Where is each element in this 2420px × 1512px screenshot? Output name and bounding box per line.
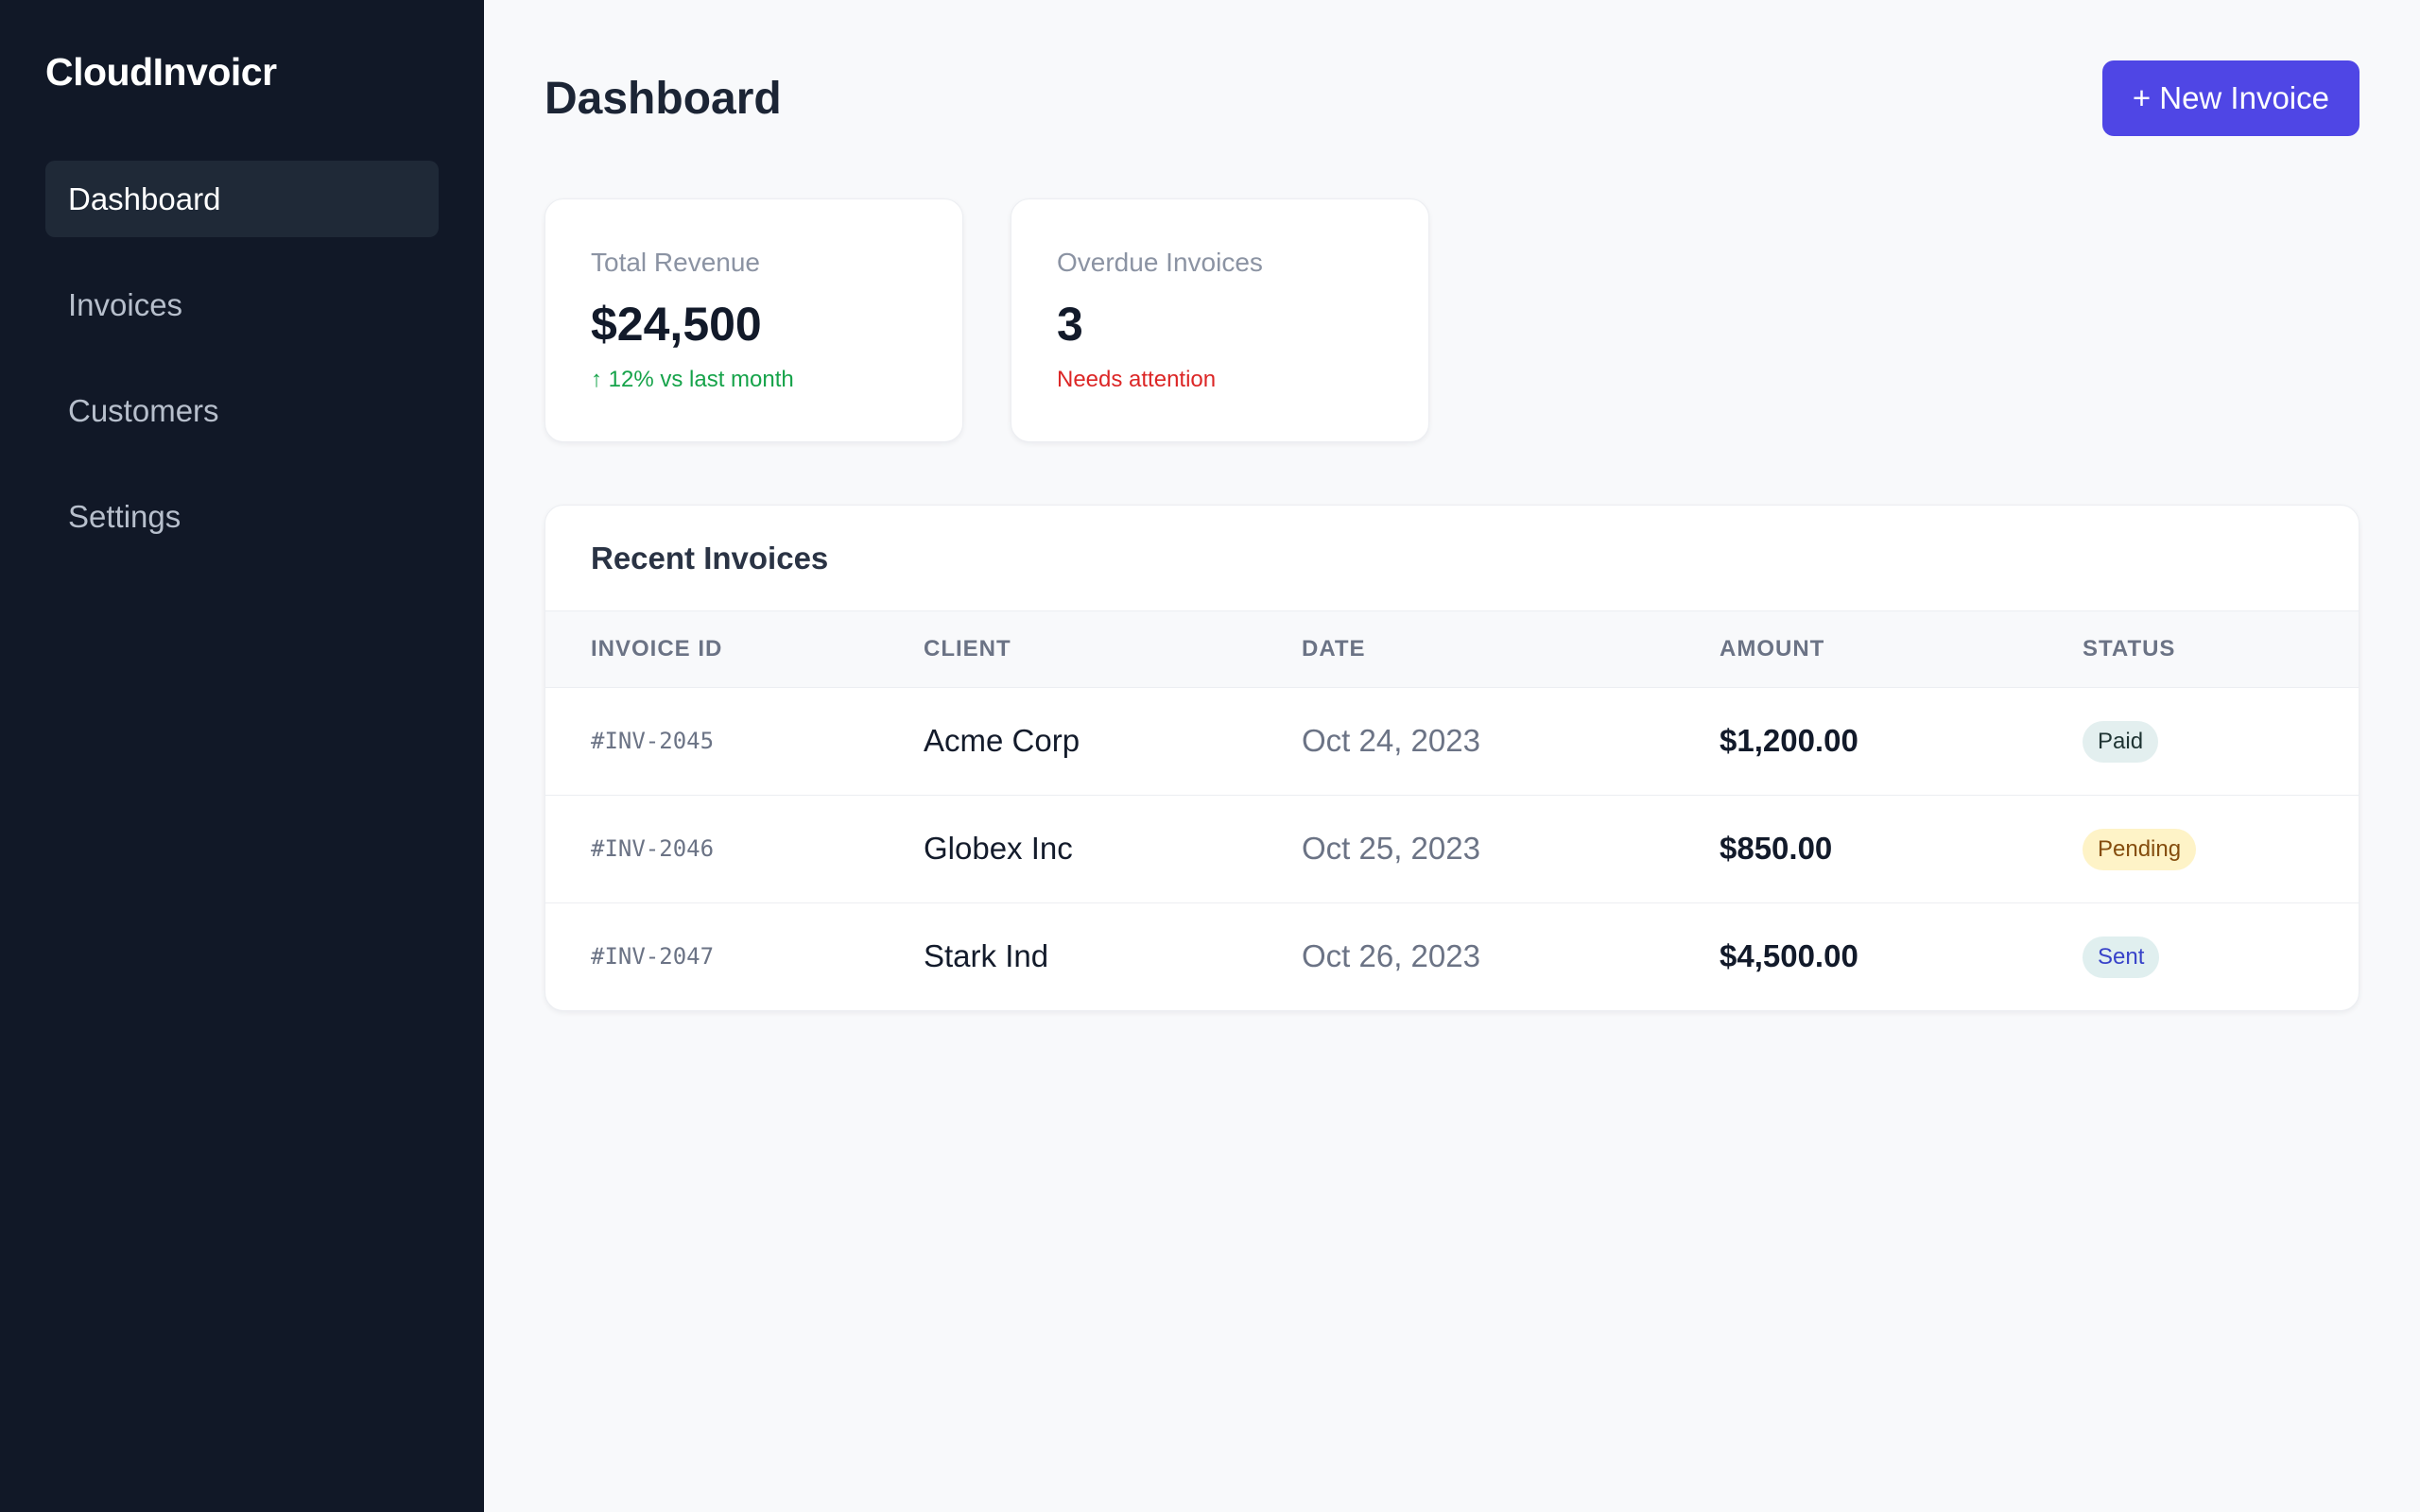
invoices-table: INVOICE ID CLIENT DATE AMOUNT STATUS #IN… [545,611,2359,1010]
column-header-client: CLIENT [924,635,1011,662]
invoice-amount: $850.00 [1720,831,1833,866]
brand-logo: CloudInvoicr [45,50,277,94]
invoice-amount: $1,200.00 [1720,723,1858,758]
sidebar-item-customers[interactable]: Customers [68,393,219,428]
invoice-client: Globex Inc [924,831,1073,866]
table-row[interactable]: #INV-2046 Globex Inc Oct 25, 2023 $850.0… [545,795,2359,902]
invoice-date: Oct 24, 2023 [1302,723,1480,758]
invoice-id: #INV-2047 [591,943,715,971]
sidebar-nav: Dashboard Invoices Customers Settings [45,161,439,555]
table-row[interactable]: #INV-2045 Acme Corp Oct 24, 2023 $1,200.… [545,687,2359,795]
page-header: Dashboard + New Invoice [544,60,2360,136]
table-header-row: INVOICE ID CLIENT DATE AMOUNT STATUS [545,611,2359,687]
status-badge: Paid [2083,720,2159,763]
column-header-status: STATUS [2083,635,2176,662]
invoice-id: #INV-2046 [591,835,715,862]
sidebar-item-dashboard[interactable]: Dashboard [45,161,439,237]
column-header-invoice-id: INVOICE ID [591,635,723,662]
overdue-invoices-card: Overdue Invoices 3 Needs attention [1011,198,1429,442]
sidebar: CloudInvoicr Dashboard Invoices Customer… [0,0,484,1512]
section-title: Recent Invoices [545,506,2359,611]
stats-row: Total Revenue $24,500 ↑ 12% vs last mont… [544,198,2360,442]
page-title: Dashboard [544,73,782,124]
column-header-amount: AMOUNT [1720,635,1825,662]
main-content: Dashboard + New Invoice Total Revenue $2… [484,0,2420,1512]
recent-invoices-card: Recent Invoices INVOICE ID CLIENT DATE A… [544,505,2360,1011]
stat-label: Total Revenue [591,248,761,277]
invoice-status-cell: Pending [2083,795,2359,902]
table-row[interactable]: #INV-2047 Stark Ind Oct 26, 2023 $4,500.… [545,902,2359,1010]
new-invoice-button[interactable]: + New Invoice [2101,60,2360,136]
invoice-status-cell: Sent [2083,902,2359,1010]
stat-label: Overdue Invoices [1057,248,1263,277]
invoice-date: Oct 25, 2023 [1302,831,1480,866]
stat-trend: ↑ 12% vs last month [591,367,794,392]
column-header-date: DATE [1302,635,1366,662]
stat-warning: Needs attention [1057,367,1217,392]
invoice-amount: $4,500.00 [1720,938,1858,974]
stat-value: 3 [1057,298,1083,351]
status-badge: Pending [2083,828,2197,870]
sidebar-item-invoices[interactable]: Invoices [68,287,183,322]
invoice-client: Acme Corp [924,723,1080,758]
total-revenue-card: Total Revenue $24,500 ↑ 12% vs last mont… [544,198,963,442]
status-badge: Sent [2083,936,2160,978]
invoice-date: Oct 26, 2023 [1302,938,1480,974]
invoice-status-cell: Paid [2083,687,2359,795]
invoice-id: #INV-2045 [591,728,715,754]
stat-value: $24,500 [591,298,762,351]
invoice-client: Stark Ind [924,938,1049,974]
sidebar-item-settings[interactable]: Settings [68,499,182,534]
